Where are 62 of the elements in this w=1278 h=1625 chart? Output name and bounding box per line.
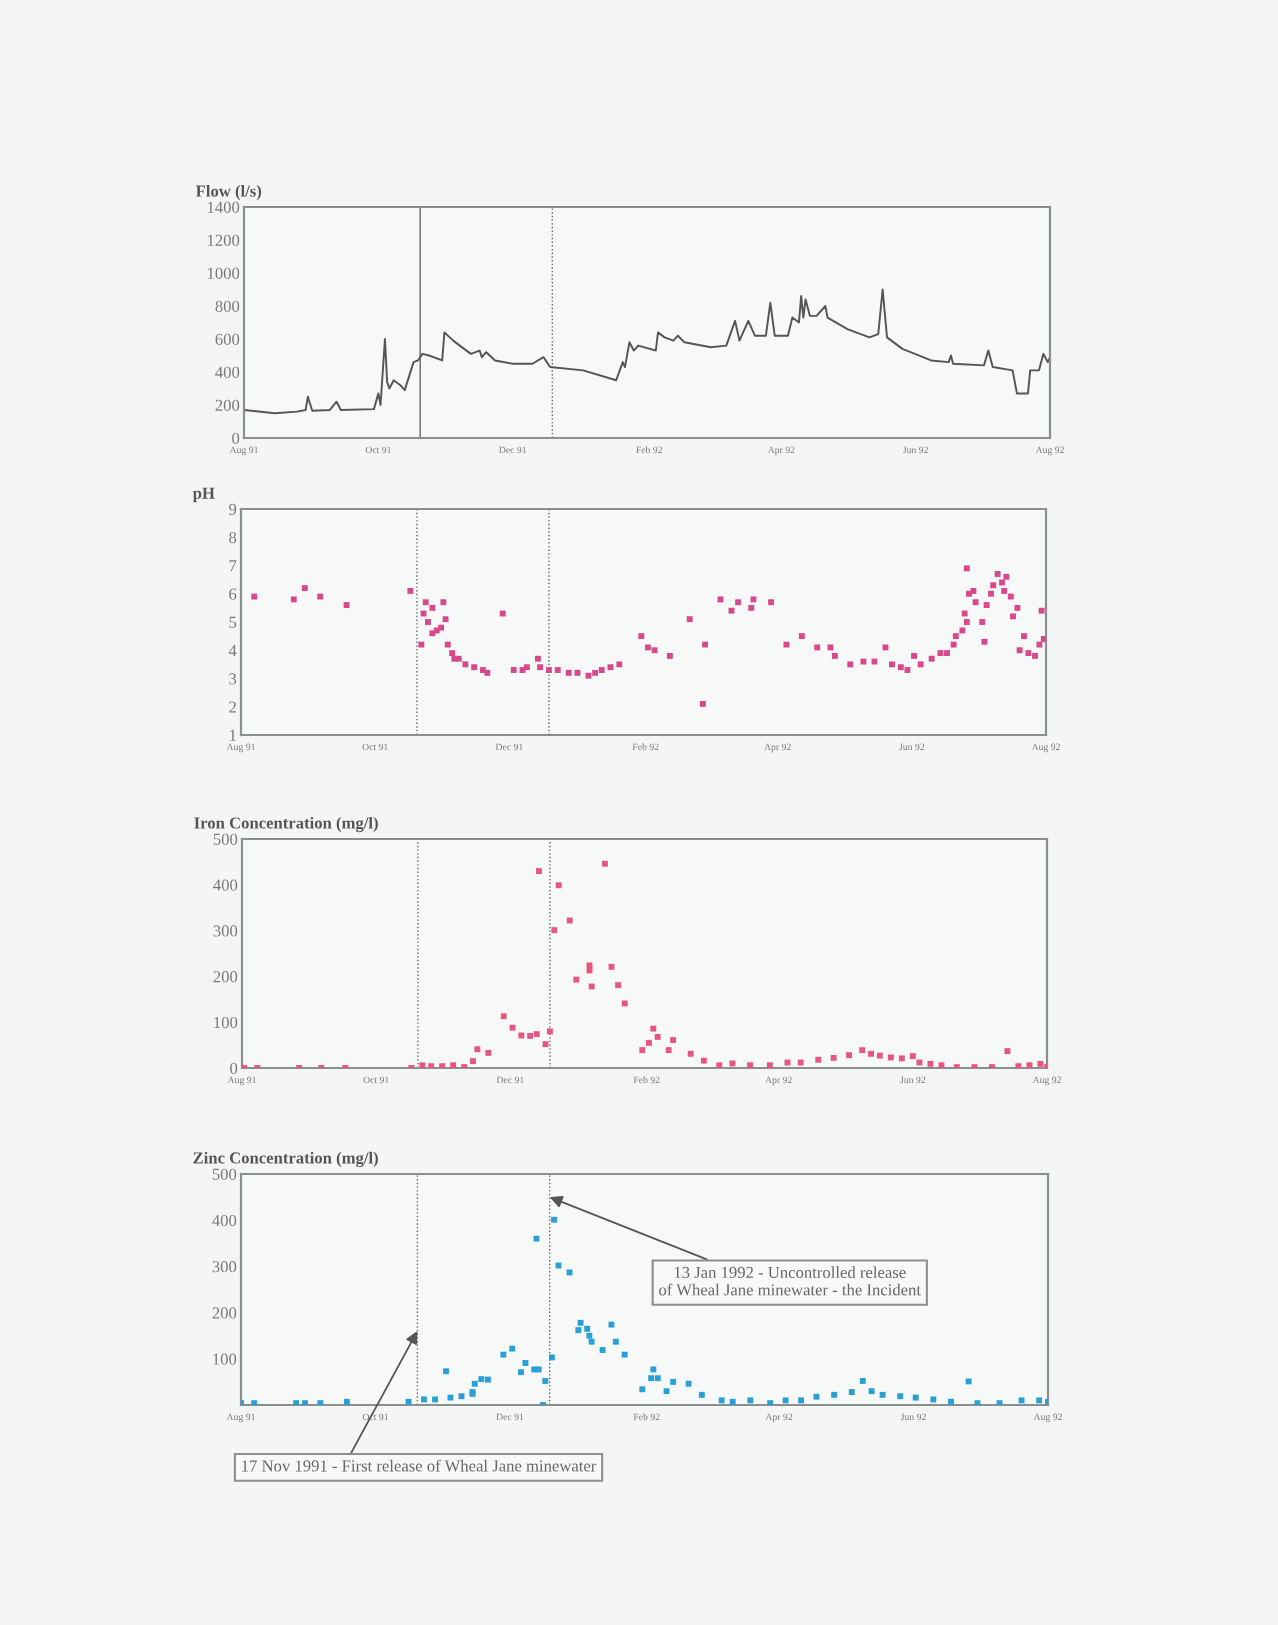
x-tick-label: Apr 92 [764, 743, 791, 753]
y-tick-label: 300 [213, 925, 238, 937]
x-tick-label: Feb 92 [633, 1076, 660, 1084]
y-tick-label: 500 [213, 833, 238, 845]
x-tick-label: Jun 92 [903, 446, 928, 454]
y-tick-label: 400 [213, 879, 238, 891]
y-tick-label: 400 [215, 366, 240, 378]
annotation: 13 Jan 1992 - Uncontrolled release of Wheal Jane minewater - the Incident [659, 1266, 921, 1296]
y-tick-label: 3 [229, 673, 237, 685]
y-axis-title: Zinc Concentration (mg/l) [193, 1151, 378, 1168]
y-tick-label: 1000 [207, 267, 240, 279]
x-tick-label: Aug 92 [1035, 446, 1064, 456]
y-tick-label: 1200 [207, 234, 240, 246]
x-tick-label: Aug 92 [1032, 1076, 1061, 1086]
x-tick-label: Dec 91 [496, 1076, 524, 1084]
x-tick-label: Feb 92 [636, 446, 663, 454]
x-tick-label: Aug 91 [229, 446, 258, 456]
x-tick-label: Oct 91 [363, 1076, 389, 1084]
y-tick-label: 100 [214, 1016, 238, 1029]
x-tick-label: Apr 92 [765, 1076, 792, 1086]
y-tick-label: 1400 [207, 201, 240, 213]
y-tick-label: 200 [215, 399, 240, 411]
y-tick-label: 100 [213, 1353, 237, 1365]
y-tick-label: 200 [212, 1307, 237, 1319]
x-tick-label: Dec 91 [496, 1413, 524, 1421]
y-axis-title: Flow (l/s) [195, 184, 262, 201]
x-tick-label: Aug 92 [1031, 743, 1060, 753]
x-tick-label: Apr 92 [765, 1413, 793, 1423]
y-tick-label: 6 [229, 588, 237, 600]
y-tick-label: 200 [213, 971, 238, 983]
x-tick-label: Jun 92 [900, 1076, 926, 1084]
x-tick-label: Oct 91 [365, 446, 391, 454]
x-tick-label: Feb 92 [633, 1413, 660, 1421]
y-tick-label: 500 [212, 1168, 237, 1180]
x-tick-label: Dec 91 [495, 743, 523, 751]
y-tick-label: 7 [229, 560, 237, 572]
x-tick-label: Feb 92 [632, 743, 659, 751]
y-tick-label: 300 [212, 1261, 237, 1273]
y-tick-label: 4 [228, 645, 237, 657]
x-tick-label: Dec 91 [499, 446, 526, 454]
y-axis-title: Iron Concentration (mg/l) [194, 816, 378, 833]
y-tick-label: 2 [229, 701, 236, 713]
y-tick-label: 600 [215, 333, 240, 345]
x-tick-label: Jun 92 [900, 1413, 926, 1421]
x-tick-label: Apr 92 [767, 446, 795, 456]
annotation: 17 Nov 1991 - First release of Wheal Jane minewater [242, 1459, 597, 1472]
y-tick-label: 5 [229, 616, 237, 628]
x-tick-label: Aug 91 [227, 1076, 256, 1086]
y-tick-label: 8 [229, 531, 237, 544]
line-series [244, 288, 1050, 415]
y-tick-label: 9 [229, 503, 237, 515]
y-tick-label: 1 [229, 729, 236, 741]
x-tick-label: Aug 91 [226, 1413, 255, 1423]
x-tick-label: Oct 91 [362, 743, 388, 751]
x-tick-label: Aug 91 [226, 743, 255, 753]
y-tick-label: 400 [212, 1214, 237, 1227]
y-tick-label: 800 [215, 300, 240, 312]
x-tick-label: Aug 92 [1033, 1413, 1062, 1423]
y-tick-label: 0 [232, 432, 240, 444]
y-axis-title: pH [192, 487, 215, 503]
y-tick-label: 0 [230, 1062, 238, 1074]
x-tick-label: Jun 92 [899, 743, 925, 751]
